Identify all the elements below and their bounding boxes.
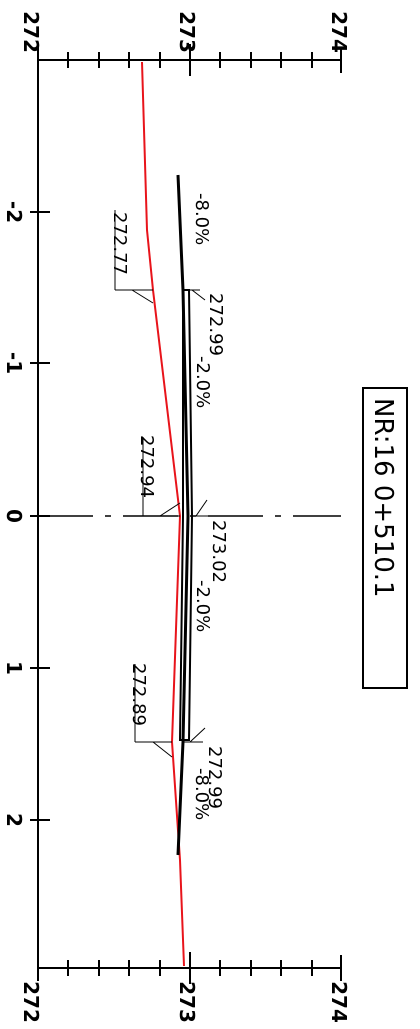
title-box xyxy=(362,387,408,689)
slope-right-outer: -8.0% xyxy=(191,768,212,820)
ground-elev-center: 272.94 xyxy=(136,435,157,498)
offset-label-1: 1 xyxy=(2,661,26,675)
slope-left-inner: -2.0% xyxy=(192,356,213,408)
offset-label-minus-1: -1 xyxy=(2,352,26,374)
annotation-leaders xyxy=(114,210,210,758)
elev-label-bottom-274: 274 xyxy=(327,981,351,1023)
ground-elev-left: 272.77 xyxy=(109,212,130,275)
elev-label-top-274: 274 xyxy=(327,11,351,53)
ground-elev-right: 272.89 xyxy=(128,663,149,726)
slope-left-outer: -8.0% xyxy=(191,193,212,245)
offset-label-minus-2: -2 xyxy=(2,201,26,223)
section-title: NR:16 0+510.1 xyxy=(368,398,398,598)
elev-label-top-272: 272 xyxy=(19,11,43,53)
ruler-ticks-bottom xyxy=(37,952,342,984)
elev-label-bottom-273: 273 xyxy=(175,981,199,1023)
elev-label-bottom-272: 272 xyxy=(19,981,43,1023)
design-elev-center: 273.02 xyxy=(208,520,229,583)
offset-label-0: 0 xyxy=(2,509,26,523)
design-elev-left: 272.99 xyxy=(205,293,226,356)
design-elev-right: 272.99 xyxy=(204,746,225,809)
offset-label-2: 2 xyxy=(2,813,26,827)
elev-label-top-273: 273 xyxy=(175,11,199,53)
design-section-line xyxy=(176,174,190,856)
slope-right-inner: -2.0% xyxy=(192,580,213,632)
ruler-ticks-top xyxy=(37,44,342,76)
